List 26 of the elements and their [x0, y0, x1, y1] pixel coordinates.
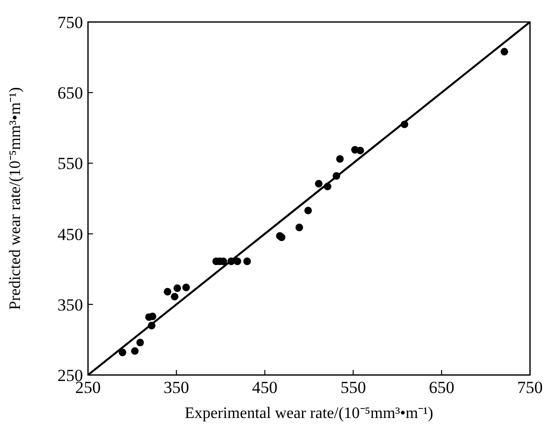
point	[170, 292, 178, 300]
point	[174, 284, 182, 292]
point	[182, 284, 190, 292]
point	[234, 258, 242, 266]
x-tick-label: 450	[252, 378, 278, 397]
y-axis-title: Predicted wear rate/(10⁻⁵mm³•m⁻¹)	[7, 87, 24, 310]
y-tick-label: 350	[58, 295, 83, 314]
x-tick-label: 650	[428, 378, 454, 397]
y-tick-label: 750	[58, 13, 83, 32]
point	[356, 146, 364, 154]
point	[314, 180, 323, 188]
point	[243, 258, 251, 266]
x-axis-title: Experimental wear rate/(10⁻⁵mm³•m⁻¹)	[184, 405, 434, 422]
y-tick-label: 650	[58, 84, 83, 103]
point	[164, 288, 172, 296]
point	[500, 48, 508, 56]
point	[131, 347, 139, 355]
point	[295, 224, 304, 232]
y-tick-label: 550	[58, 154, 83, 174]
point	[136, 338, 144, 346]
x-tick-label: 550	[340, 378, 366, 397]
point	[336, 155, 344, 163]
x-tick-label: 750	[517, 378, 543, 397]
y-tick-label: 450	[58, 224, 83, 244]
x-tick-label: 350	[164, 378, 190, 397]
point	[304, 206, 312, 214]
